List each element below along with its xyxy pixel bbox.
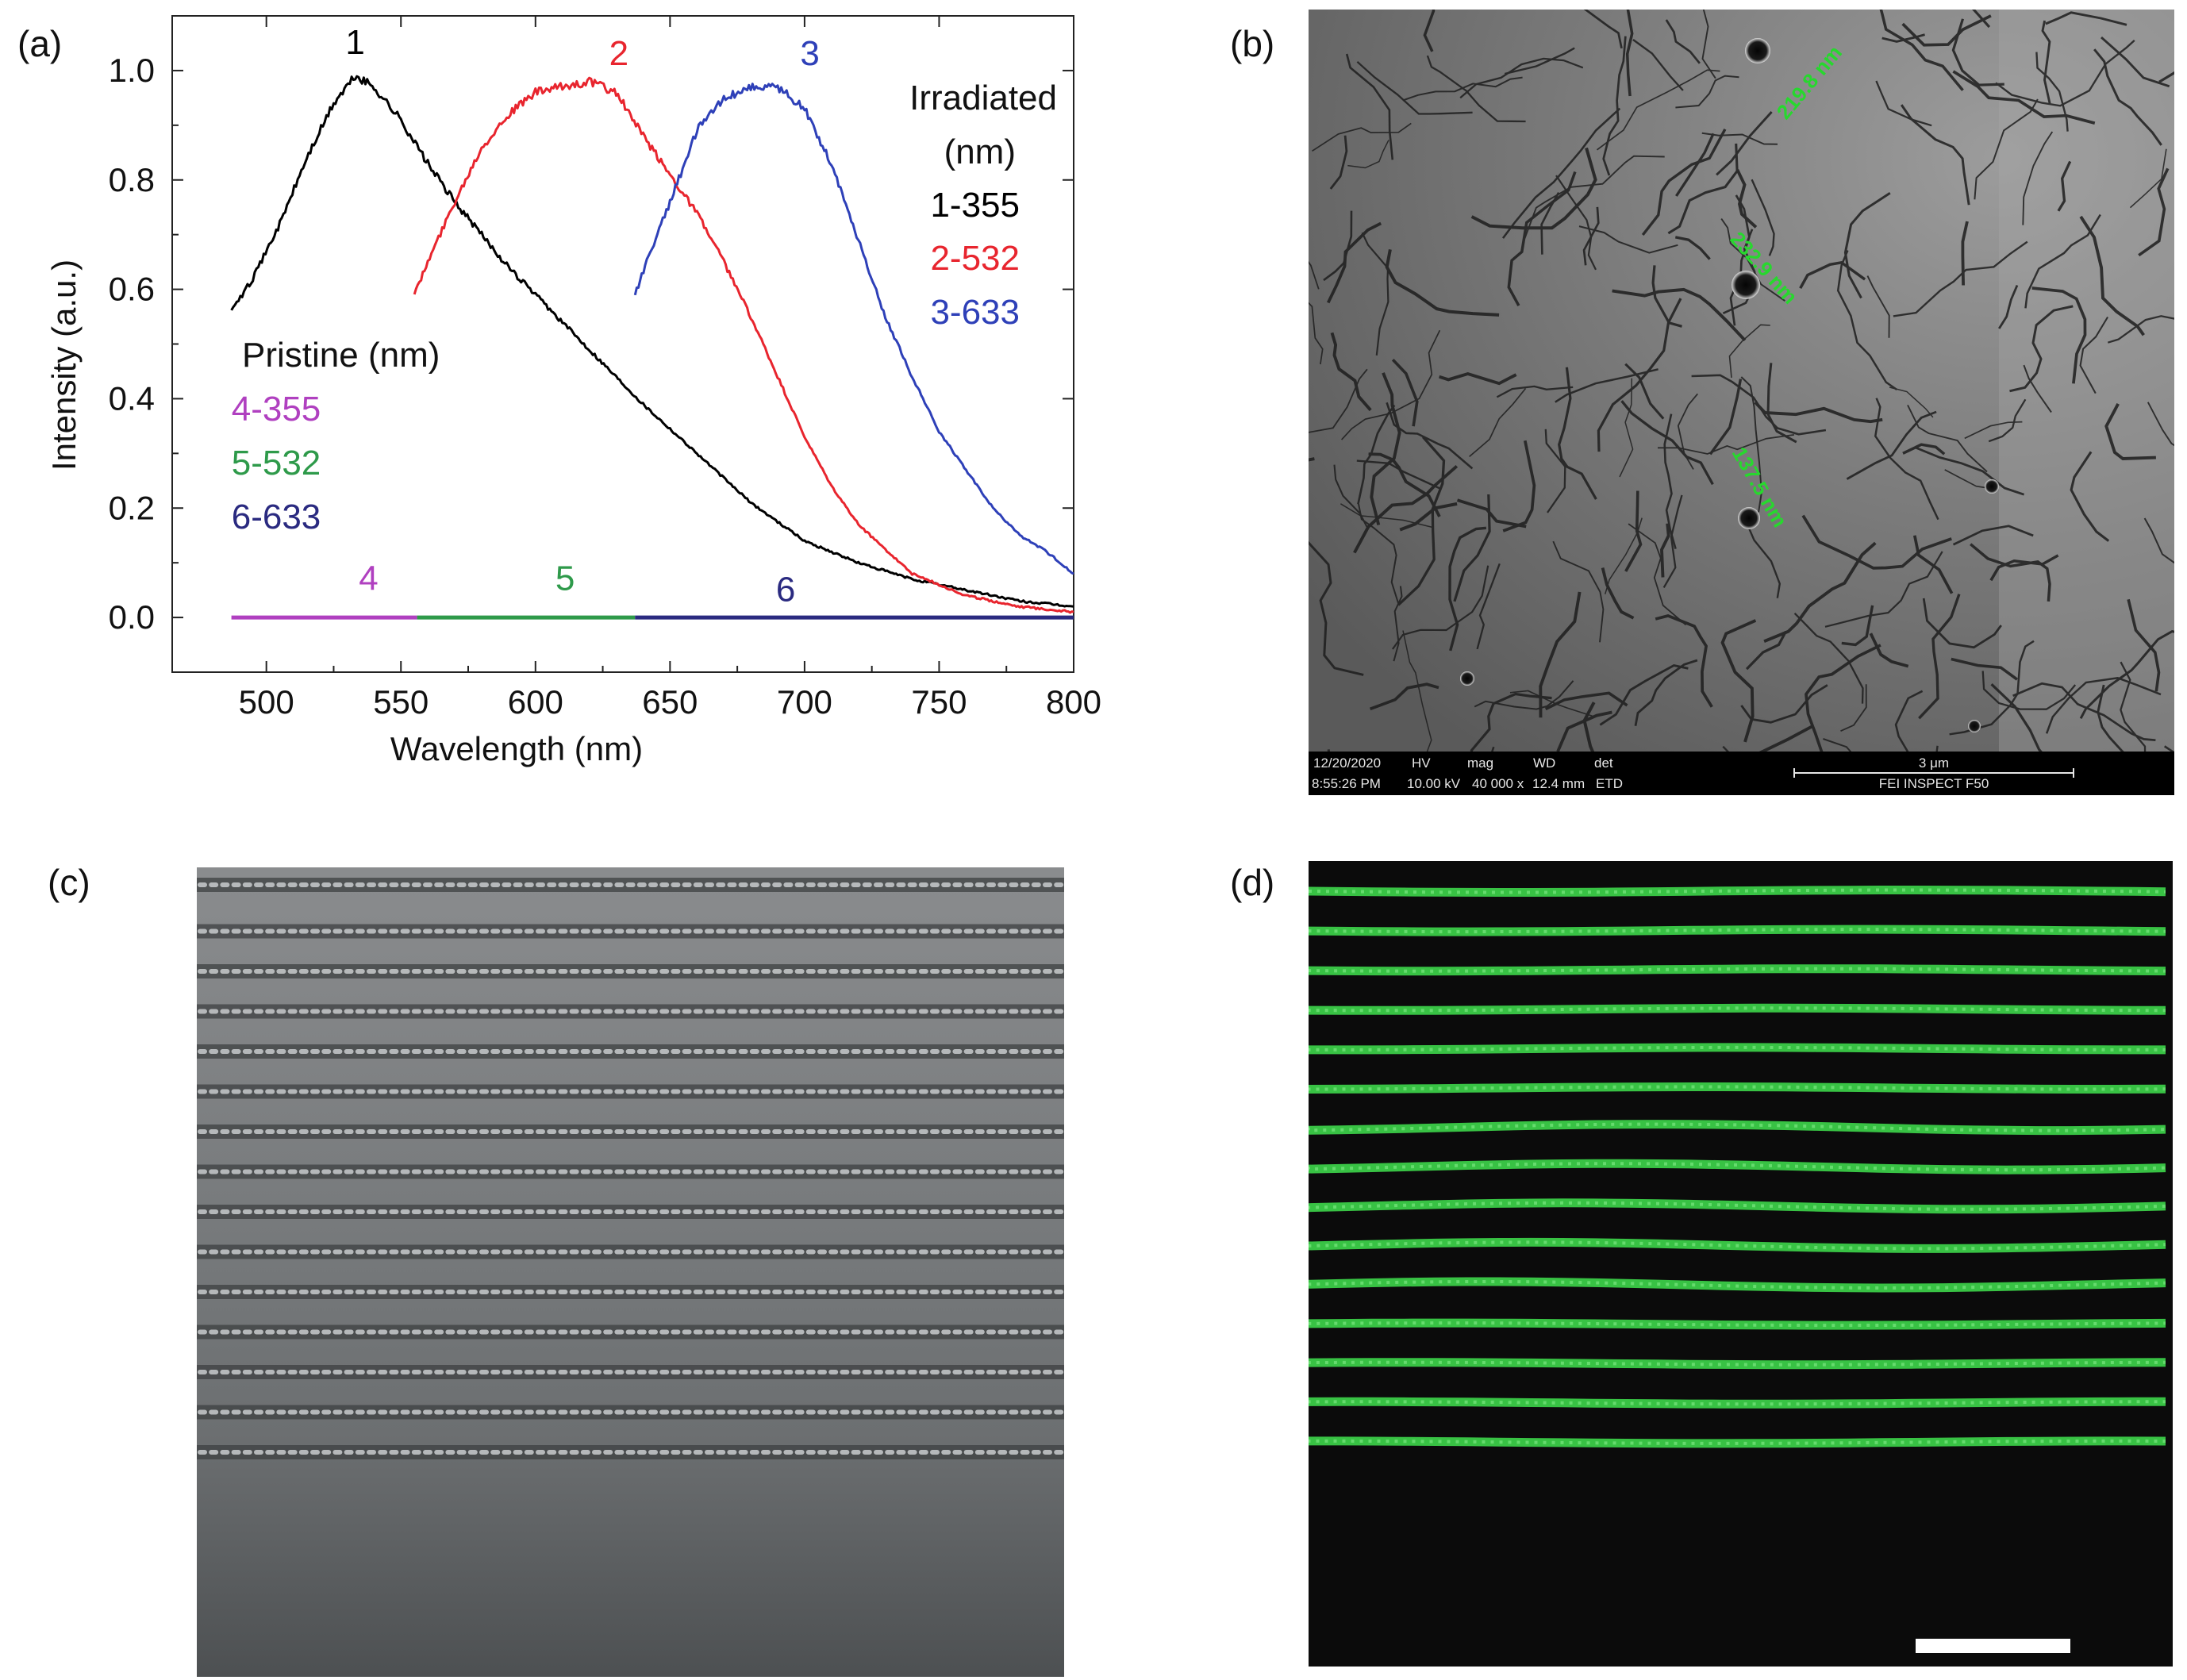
x-tick-label: 600 (508, 683, 563, 721)
series-line-3 (633, 83, 1074, 575)
fluorescence-lines (1309, 886, 2166, 1448)
sem-mag-value: 40 000 x (1472, 776, 1524, 791)
x-tick-label: 800 (1046, 683, 1101, 721)
y-tick-label: 0.8 (109, 161, 155, 198)
x-axis-label: Wavelength (nm) (390, 730, 643, 767)
y-tick-label: 1.0 (109, 52, 155, 89)
fluorescent-line (1309, 1120, 2166, 1136)
panel-label-a: (a) (17, 23, 63, 64)
legend-entry-1: 1-355 (930, 186, 1020, 225)
curve-label-5: 5 (555, 559, 575, 598)
chart-axes: 500 550 600 650 700 750 800 0.0 0.2 0.4 0.6 0.8 1.0 (109, 15, 1101, 721)
y-tick-label: 0.2 (109, 489, 155, 526)
sem-pore (1968, 720, 1981, 732)
optical-image (197, 867, 1064, 1677)
sem-bright-region (1999, 10, 2174, 752)
sem-date: 12/20/2020 (1313, 755, 1381, 771)
series-line-2 (413, 76, 1074, 614)
curve-label-4: 4 (359, 559, 378, 598)
sem-hv-label: HV (1412, 755, 1431, 771)
legend-entry-4: 4-355 (232, 390, 321, 429)
y-axis-label: Intensity (a.u.) (45, 259, 83, 471)
optical-bead-rows (197, 878, 1064, 1459)
y-tick-label: 0.4 (109, 379, 155, 417)
sem-hv-value: 10.00 kV (1407, 776, 1461, 791)
sem-det-value: ETD (1596, 776, 1623, 791)
chart-series (230, 75, 1074, 620)
y-tick-label: 0.6 (109, 271, 155, 308)
scale-bar (1916, 1639, 2070, 1653)
legend-entry-2: 2-532 (930, 239, 1020, 278)
legend-entry-6: 6-633 (232, 498, 321, 536)
sem-pore (1732, 271, 1760, 299)
panel-label-b: (b) (1230, 23, 1275, 64)
sem-cracks (1309, 10, 2174, 795)
curve-label-3: 3 (800, 34, 819, 73)
legend-pristine: Pristine (nm) 4-355 5-532 6-633 (232, 336, 440, 536)
curve-label-1: 1 (345, 23, 364, 62)
spectra-chart: 500 550 600 650 700 750 8000.00.20.40.60.81.0 … (45, 15, 1101, 767)
fluorescent-line (1309, 1198, 2166, 1214)
x-tick-label: 500 (239, 683, 294, 721)
sem-pore (1738, 507, 1760, 529)
y-tick-label: 0.0 (109, 598, 155, 636)
x-tick-label: 550 (373, 683, 429, 721)
x-tick-label: 700 (777, 683, 832, 721)
sem-mag-label: mag (1467, 755, 1493, 771)
curve-label-6: 6 (776, 570, 795, 609)
x-tick-label: 750 (911, 683, 967, 721)
panel-label-c: (c) (48, 862, 90, 903)
sem-pore (1460, 671, 1474, 686)
legend-irradiated: Irradiated (nm) 1-355 2-532 3-633 (909, 79, 1057, 332)
legend-irradiated-unit: (nm) (944, 133, 1016, 171)
sem-pore (1985, 479, 1999, 494)
sem-image: 219.8 nm 232.9 nm 137.5 nm 12/20/2020 8:… (1309, 10, 2174, 795)
fluorescence-background (1309, 861, 2173, 1667)
sem-time: 8:55:26 PM (1312, 776, 1381, 791)
legend-irradiated-title: Irradiated (909, 79, 1057, 117)
legend-pristine-title: Pristine (nm) (242, 336, 440, 375)
chart-curve-labels: 1 2 3 4 5 6 (345, 23, 820, 609)
sem-wd-label: WD (1533, 755, 1555, 771)
sem-pores (1460, 38, 1999, 732)
fluorescent-line (1309, 1159, 2166, 1174)
sem-det-label: det (1594, 755, 1613, 771)
x-tick-label: 650 (642, 683, 698, 721)
sem-scale-label: 3 μm (1919, 755, 1949, 771)
fluorescence-image (1309, 861, 2173, 1667)
sem-wd-value: 12.4 mm (1532, 776, 1585, 791)
curve-label-2: 2 (609, 34, 628, 73)
panel-label-d: (d) (1230, 862, 1275, 903)
optical-background (197, 867, 1064, 1677)
legend-entry-5: 5-532 (232, 444, 321, 482)
legend-entry-3: 3-633 (930, 293, 1020, 332)
sem-instrument: FEI INSPECT F50 (1879, 776, 1989, 791)
sem-pore (1745, 38, 1770, 63)
